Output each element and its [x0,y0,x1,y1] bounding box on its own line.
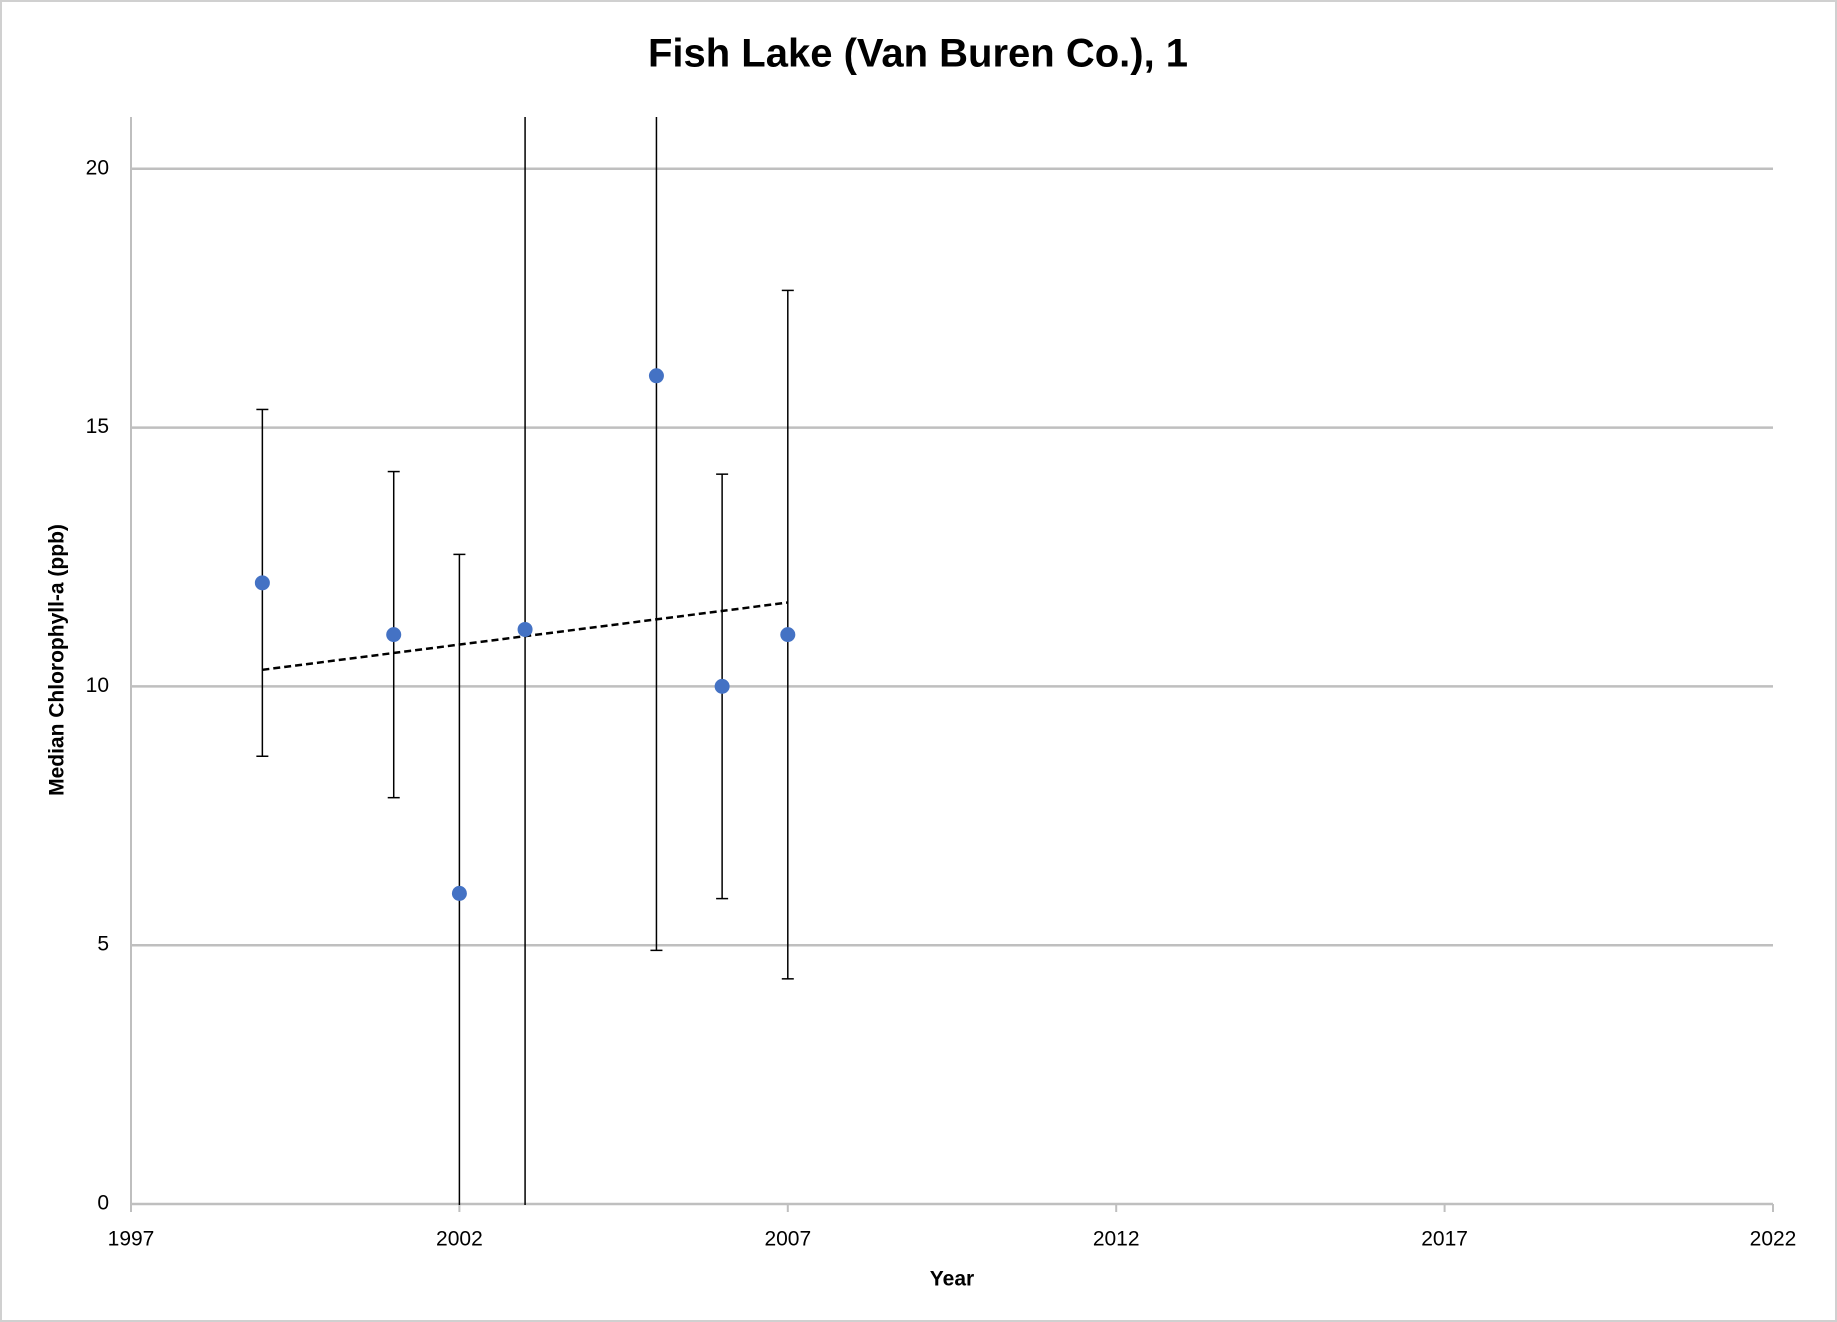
data-point [451,885,467,901]
x-tick-label: 1997 [108,1228,155,1251]
y-tick-label: 10 [86,674,109,697]
data-point [648,368,664,384]
y-axis-title: Median Chlorophyll-a (ppb) [46,524,69,796]
y-tick-label: 20 [86,156,109,179]
plot-area [254,117,796,1205]
x-tick-label: 2012 [1093,1228,1140,1251]
x-tick-label: 2022 [1750,1228,1797,1251]
data-point [714,678,730,694]
chart-title: Fish Lake (Van Buren Co.), 1 [648,32,1188,76]
data-point [254,575,270,591]
y-tick-label: 0 [97,1192,109,1215]
data-point [780,627,796,643]
grid: 0 5 10 15 20 1997 2002 2007 2012 2017 2022 [86,117,1797,1251]
data-point [517,621,533,637]
y-tick-label: 15 [86,415,109,438]
data-point [386,627,402,643]
x-tick-label: 2007 [764,1228,811,1251]
x-axis-title: Year [930,1268,974,1291]
x-tick-label: 2017 [1421,1228,1468,1251]
x-tick-label: 2002 [436,1228,483,1251]
y-tick-label: 5 [97,933,109,956]
